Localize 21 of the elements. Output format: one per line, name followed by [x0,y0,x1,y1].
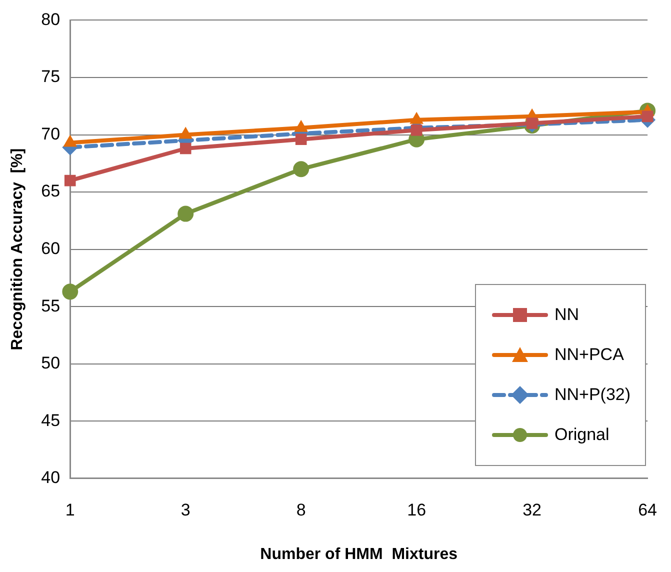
x-tick-label: 16 [407,500,426,520]
y-tick-label: 45 [41,410,60,430]
y-tick-label: 55 [41,296,60,316]
y-tick-label: 80 [41,10,60,29]
y-tick-label: 70 [41,124,60,144]
y-tick-label: 60 [41,238,60,258]
x-tick-label: 64 [638,500,658,520]
x-tick-label: 32 [522,500,542,520]
legend-label: NN+P(32) [554,385,631,406]
y-tick-label: 50 [41,354,60,373]
y-tick-label: 75 [41,67,60,86]
x-tick-label: 1 [65,500,75,520]
legend-label: Orignal [554,425,610,446]
legend-label: NN+PCA [554,345,624,366]
x-axis-title: Number of HMM Mixtures [260,546,458,563]
y-tick-label: 65 [41,182,60,201]
y-tick-label: 40 [41,468,60,488]
y-axis-title: Recognition Accuracy [%] [9,148,26,350]
legend-label: NN [554,305,580,326]
x-tick-label: 8 [296,500,306,520]
x-tick-label: 3 [180,500,190,520]
